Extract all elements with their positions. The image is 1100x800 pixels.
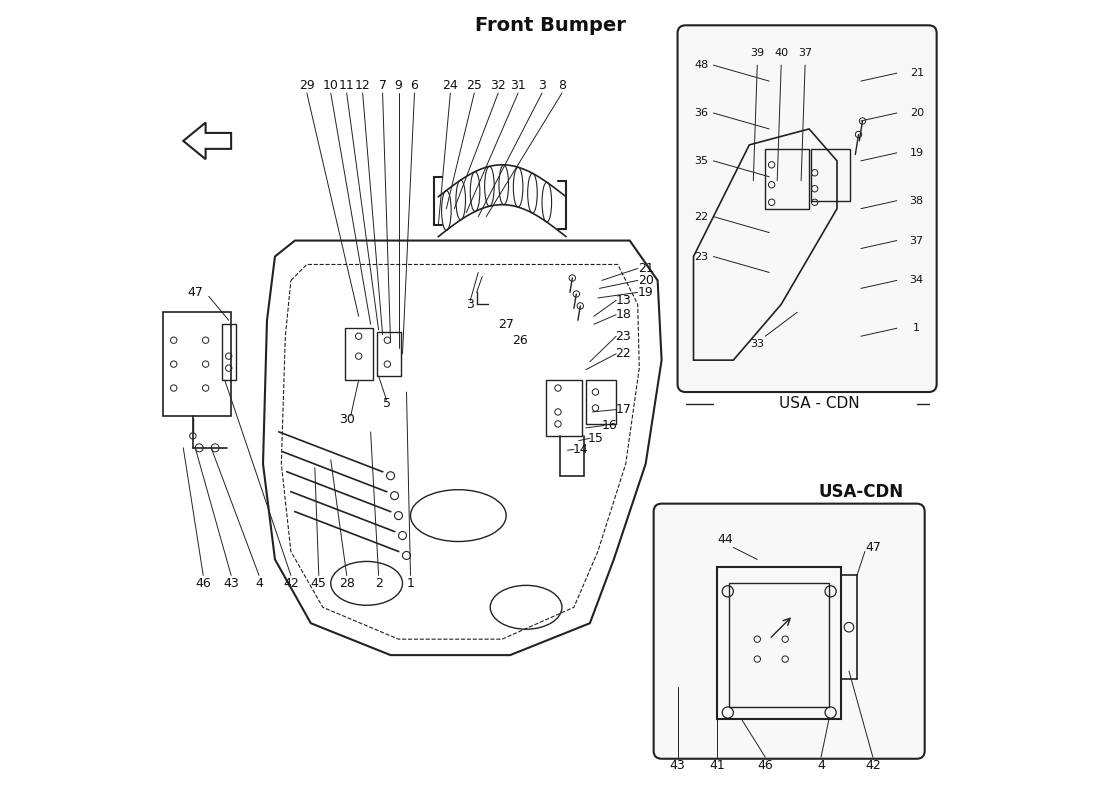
Text: 45: 45 — [311, 577, 327, 590]
Text: 2: 2 — [375, 577, 383, 590]
Text: 42: 42 — [283, 577, 299, 590]
Text: 39: 39 — [750, 48, 764, 58]
Text: 20: 20 — [638, 274, 653, 287]
Text: 15: 15 — [587, 432, 604, 445]
Text: 9: 9 — [395, 78, 403, 91]
Text: 44: 44 — [717, 533, 734, 546]
Text: 31: 31 — [510, 78, 526, 91]
Text: 36: 36 — [694, 108, 708, 118]
Text: USA - CDN: USA - CDN — [779, 397, 859, 411]
Text: 22: 22 — [694, 212, 708, 222]
Text: 33: 33 — [750, 339, 764, 349]
Text: 12: 12 — [355, 78, 371, 91]
Text: 34: 34 — [910, 275, 924, 286]
Text: 8: 8 — [558, 78, 566, 91]
Text: 21: 21 — [638, 262, 653, 275]
Text: 38: 38 — [910, 196, 924, 206]
Text: 25: 25 — [466, 78, 482, 91]
Text: 14: 14 — [572, 443, 588, 456]
Text: 17: 17 — [615, 403, 631, 416]
Text: 42: 42 — [865, 758, 881, 772]
Text: 27: 27 — [498, 318, 514, 330]
Text: 47: 47 — [865, 541, 881, 554]
Text: 47: 47 — [187, 286, 204, 299]
Text: 37: 37 — [798, 48, 812, 58]
Text: 37: 37 — [910, 235, 924, 246]
Text: 4: 4 — [817, 758, 825, 772]
Text: 1: 1 — [407, 577, 415, 590]
Text: 11: 11 — [339, 78, 354, 91]
Text: 10: 10 — [322, 78, 339, 91]
Text: 16: 16 — [602, 419, 618, 432]
Text: 28: 28 — [339, 577, 354, 590]
Text: 13: 13 — [616, 294, 631, 307]
Text: 3: 3 — [538, 78, 546, 91]
Text: 3: 3 — [466, 298, 474, 311]
Text: 26: 26 — [512, 334, 528, 346]
Text: 46: 46 — [196, 577, 211, 590]
Text: 7: 7 — [378, 78, 386, 91]
FancyBboxPatch shape — [653, 504, 925, 758]
Text: USA-CDN: USA-CDN — [818, 482, 903, 501]
Polygon shape — [184, 122, 231, 159]
Text: 40: 40 — [774, 48, 789, 58]
Text: 43: 43 — [670, 758, 685, 772]
Text: 24: 24 — [442, 78, 459, 91]
Text: 32: 32 — [491, 78, 506, 91]
Text: 21: 21 — [910, 68, 924, 78]
Text: 29: 29 — [299, 78, 315, 91]
Text: 1: 1 — [913, 323, 921, 334]
Text: 22: 22 — [616, 347, 631, 360]
Text: 4: 4 — [255, 577, 263, 590]
Text: 48: 48 — [694, 60, 708, 70]
Text: 46: 46 — [758, 758, 773, 772]
Text: 43: 43 — [223, 577, 239, 590]
Text: 23: 23 — [616, 330, 631, 342]
Text: 20: 20 — [910, 108, 924, 118]
Text: 5: 5 — [383, 398, 390, 410]
FancyBboxPatch shape — [678, 26, 937, 392]
Text: 19: 19 — [910, 148, 924, 158]
Text: 23: 23 — [694, 251, 708, 262]
Text: 19: 19 — [638, 286, 653, 299]
Text: 35: 35 — [694, 156, 708, 166]
Text: 18: 18 — [615, 308, 631, 321]
Text: 30: 30 — [339, 414, 354, 426]
Text: Front Bumper: Front Bumper — [474, 16, 626, 35]
Text: 6: 6 — [410, 78, 418, 91]
Text: 41: 41 — [710, 758, 725, 772]
